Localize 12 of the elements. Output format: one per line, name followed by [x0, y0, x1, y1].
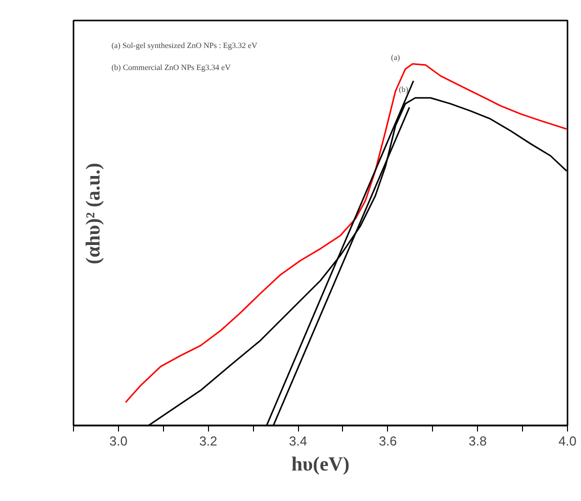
text: (a) Sol-gel synthesized ZnO NPs : Eg3.32 eV — [112, 41, 258, 50]
annotation: (b) — [398, 85, 408, 94]
y-axis-title: (αhυ)² (a.u.) — [82, 162, 104, 264]
x-tick-label: 3.6 — [378, 434, 397, 448]
annotation: (b) Commercial ZnO NPs Eg3.34 eV — [112, 63, 231, 72]
x-tick-label: 3.4 — [289, 434, 308, 448]
x-tick-label: 3.0 — [109, 434, 128, 448]
x-tick-label: 3.2 — [199, 434, 218, 448]
x-tick-label: 4.0 — [558, 434, 577, 448]
x-axis-title: hυ(eV) — [291, 454, 350, 476]
text: (a) — [391, 53, 400, 62]
x-tick-label: 3.8 — [468, 434, 487, 448]
